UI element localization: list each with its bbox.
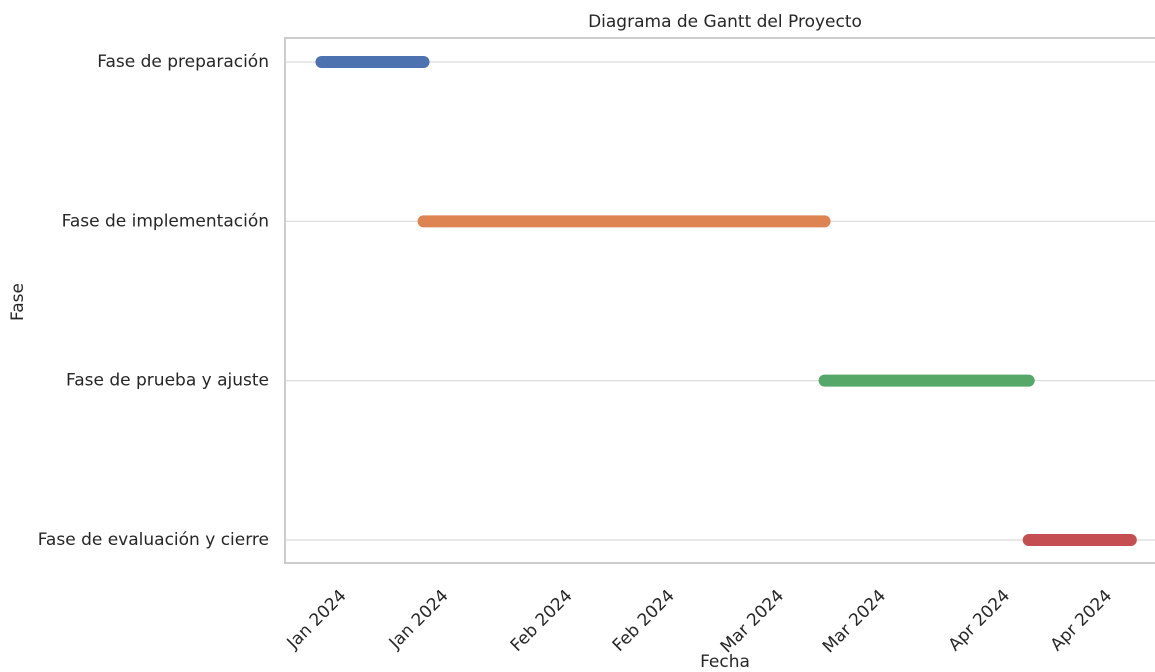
x-tick-label: Mar 2024 xyxy=(819,586,890,657)
y-tick-label: Fase de implementación xyxy=(62,211,269,231)
x-tick-label: Apr 2024 xyxy=(1047,586,1116,655)
y-tick-label: Fase de evaluación y cierre xyxy=(38,530,269,550)
x-tick-label: Jan 2024 xyxy=(283,586,351,654)
x-tick-label: Feb 2024 xyxy=(609,586,679,656)
axes-frame xyxy=(284,37,1155,564)
x-axis-label: Fecha xyxy=(700,652,750,672)
y-tick-label: Fase de prueba y ajuste xyxy=(66,371,269,391)
x-tick-label: Jan 2024 xyxy=(385,586,453,654)
x-tick-label: Mar 2024 xyxy=(717,586,788,657)
y-axis-label: Fase xyxy=(8,283,28,321)
y-tick-label: Fase de preparación xyxy=(97,52,269,72)
chart-title: Diagrama de Gantt del Proyecto xyxy=(588,12,862,32)
x-tick-label: Apr 2024 xyxy=(945,586,1014,655)
x-tick-label: Feb 2024 xyxy=(507,586,577,656)
